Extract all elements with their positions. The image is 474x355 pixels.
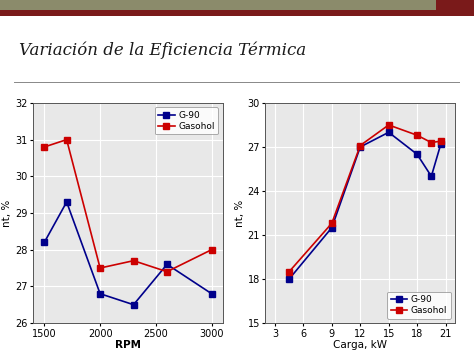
G-90 xyxy=(357,145,363,149)
Gasohol xyxy=(286,269,292,274)
G-90 xyxy=(42,240,47,245)
Y-axis label: nt, %: nt, % xyxy=(2,200,12,226)
Line: Gasohol: Gasohol xyxy=(42,137,214,274)
G-90 xyxy=(438,142,444,146)
G-90 xyxy=(131,302,137,307)
Bar xyxy=(0,10,474,16)
Line: G-90: G-90 xyxy=(286,130,444,282)
Gasohol xyxy=(209,247,214,252)
G-90 xyxy=(329,225,335,230)
Text: Variación de la Eficiencia Térmica: Variación de la Eficiencia Térmica xyxy=(18,41,306,59)
Gasohol xyxy=(131,258,137,263)
Gasohol xyxy=(428,141,434,145)
Bar xyxy=(436,0,474,10)
G-90 xyxy=(428,174,434,179)
G-90 xyxy=(64,200,70,204)
Gasohol xyxy=(438,139,444,143)
Gasohol xyxy=(414,133,420,137)
G-90 xyxy=(209,291,214,296)
Gasohol xyxy=(97,266,103,270)
G-90 xyxy=(414,152,420,157)
X-axis label: Carga, kW: Carga, kW xyxy=(333,340,387,350)
Legend: G-90, Gasohol: G-90, Gasohol xyxy=(387,291,450,318)
Gasohol xyxy=(329,221,335,225)
Gasohol xyxy=(357,143,363,148)
Gasohol xyxy=(64,137,70,142)
G-90 xyxy=(286,277,292,281)
G-90 xyxy=(97,291,103,296)
Legend: G-90, Gasohol: G-90, Gasohol xyxy=(155,108,218,135)
Line: Gasohol: Gasohol xyxy=(286,122,444,274)
Gasohol xyxy=(164,269,170,274)
Gasohol xyxy=(42,145,47,149)
Y-axis label: nt, %: nt, % xyxy=(235,200,245,226)
Bar xyxy=(0,0,436,10)
Gasohol xyxy=(386,123,392,127)
X-axis label: RPM: RPM xyxy=(115,340,141,350)
G-90 xyxy=(164,262,170,267)
Line: G-90: G-90 xyxy=(42,199,214,307)
G-90 xyxy=(386,130,392,135)
